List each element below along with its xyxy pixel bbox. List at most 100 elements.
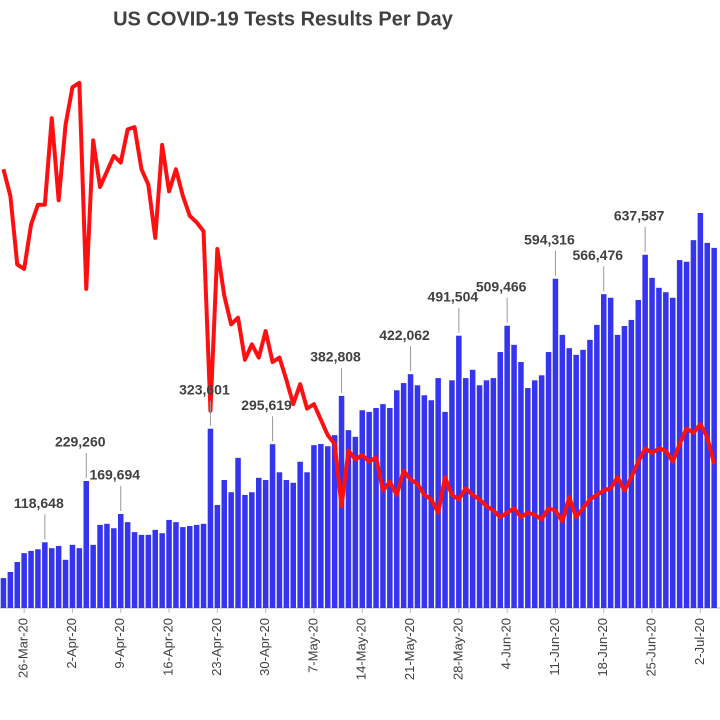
bar — [55, 545, 62, 608]
bar — [283, 480, 290, 608]
bar — [352, 436, 359, 608]
bar — [290, 482, 297, 608]
bar — [642, 254, 648, 608]
x-tick-label: 28-May-20 — [450, 618, 465, 680]
chart-title: US COVID-19 Tests Results Per Day — [113, 8, 454, 30]
bar — [200, 523, 207, 608]
bar — [173, 522, 179, 608]
bar — [587, 339, 593, 608]
bar — [276, 472, 283, 608]
bar — [580, 349, 586, 608]
bar — [159, 533, 165, 608]
x-tick-label: 25-Jun-20 — [643, 618, 658, 677]
bar — [7, 571, 14, 608]
bar — [400, 383, 407, 608]
bar — [48, 548, 55, 608]
data-label: 637,587 — [614, 207, 665, 223]
bar — [497, 352, 504, 608]
bar — [97, 524, 103, 608]
bar — [76, 548, 83, 608]
bar — [145, 534, 152, 608]
bar — [228, 492, 234, 608]
bar — [152, 529, 159, 608]
bar — [262, 480, 269, 608]
bar — [704, 242, 711, 608]
bar — [42, 542, 48, 608]
bar — [504, 325, 510, 608]
bar — [311, 445, 317, 608]
bar — [683, 261, 690, 608]
bar — [90, 544, 96, 608]
bar — [297, 461, 303, 608]
bar — [373, 408, 379, 608]
x-tick-label: 2-Jul-20 — [692, 618, 707, 665]
bar — [304, 472, 310, 608]
line — [1, 80, 717, 524]
bar — [628, 319, 635, 608]
bar — [28, 550, 34, 608]
bar — [545, 352, 552, 608]
bar — [559, 334, 566, 608]
bar — [14, 562, 21, 608]
bar — [186, 526, 193, 608]
bar — [324, 446, 331, 608]
bar — [0, 578, 7, 608]
bar — [117, 513, 124, 608]
bar — [380, 404, 386, 608]
bar — [235, 457, 241, 608]
bar — [124, 522, 131, 608]
data-label: 323,601 — [179, 381, 230, 397]
bar — [131, 532, 138, 608]
bar — [490, 378, 497, 608]
bar — [111, 528, 117, 608]
bar — [525, 388, 531, 608]
x-tick-label: 7-May-20 — [305, 618, 320, 673]
bar — [511, 344, 517, 608]
bar — [366, 411, 372, 608]
bar — [462, 378, 469, 608]
x-tick-label: 2-Apr-20 — [64, 618, 79, 669]
data-label: 382,808 — [310, 349, 361, 365]
data-label: 491,504 — [428, 288, 479, 304]
bar — [318, 444, 324, 608]
bar — [104, 523, 110, 608]
bar — [594, 324, 600, 608]
data-label: 594,316 — [524, 231, 575, 247]
bar — [138, 534, 145, 608]
bar — [435, 378, 441, 608]
bar — [345, 430, 352, 608]
bar — [697, 212, 704, 609]
x-tick-label: 23-Apr-20 — [209, 618, 224, 676]
x-tick-label: 21-May-20 — [402, 618, 417, 680]
bar — [600, 294, 607, 608]
bar — [669, 297, 676, 608]
data-label: 566,476 — [572, 247, 623, 263]
bar — [442, 411, 448, 608]
data-label: 118,648 — [14, 495, 64, 511]
data-label: 229,260 — [55, 434, 106, 450]
bar — [83, 480, 90, 608]
bar — [214, 504, 221, 608]
bar — [456, 335, 462, 608]
bar — [359, 410, 366, 608]
x-tick-label: 30-Apr-20 — [257, 618, 272, 676]
x-tick-label: 16-Apr-20 — [160, 618, 175, 676]
x-tick-label: 4-Jun-20 — [499, 618, 514, 669]
x-tick-label: 11-Jun-20 — [547, 618, 562, 676]
data-label: 295,619 — [241, 397, 292, 413]
data-label: 422,062 — [379, 327, 430, 343]
x-tick-label: 26-Mar-20 — [16, 618, 31, 678]
x-tick-label: 9-Apr-20 — [112, 618, 127, 669]
bar — [166, 519, 172, 608]
bar — [573, 354, 579, 608]
bar — [21, 553, 27, 608]
bar — [180, 527, 186, 608]
bar — [35, 549, 41, 608]
bar — [676, 260, 683, 608]
data-label: 509,466 — [476, 278, 527, 294]
x-tick-label: 18-Jun-20 — [595, 618, 610, 677]
bar — [421, 395, 428, 608]
bar — [393, 390, 400, 608]
bar — [249, 492, 255, 608]
